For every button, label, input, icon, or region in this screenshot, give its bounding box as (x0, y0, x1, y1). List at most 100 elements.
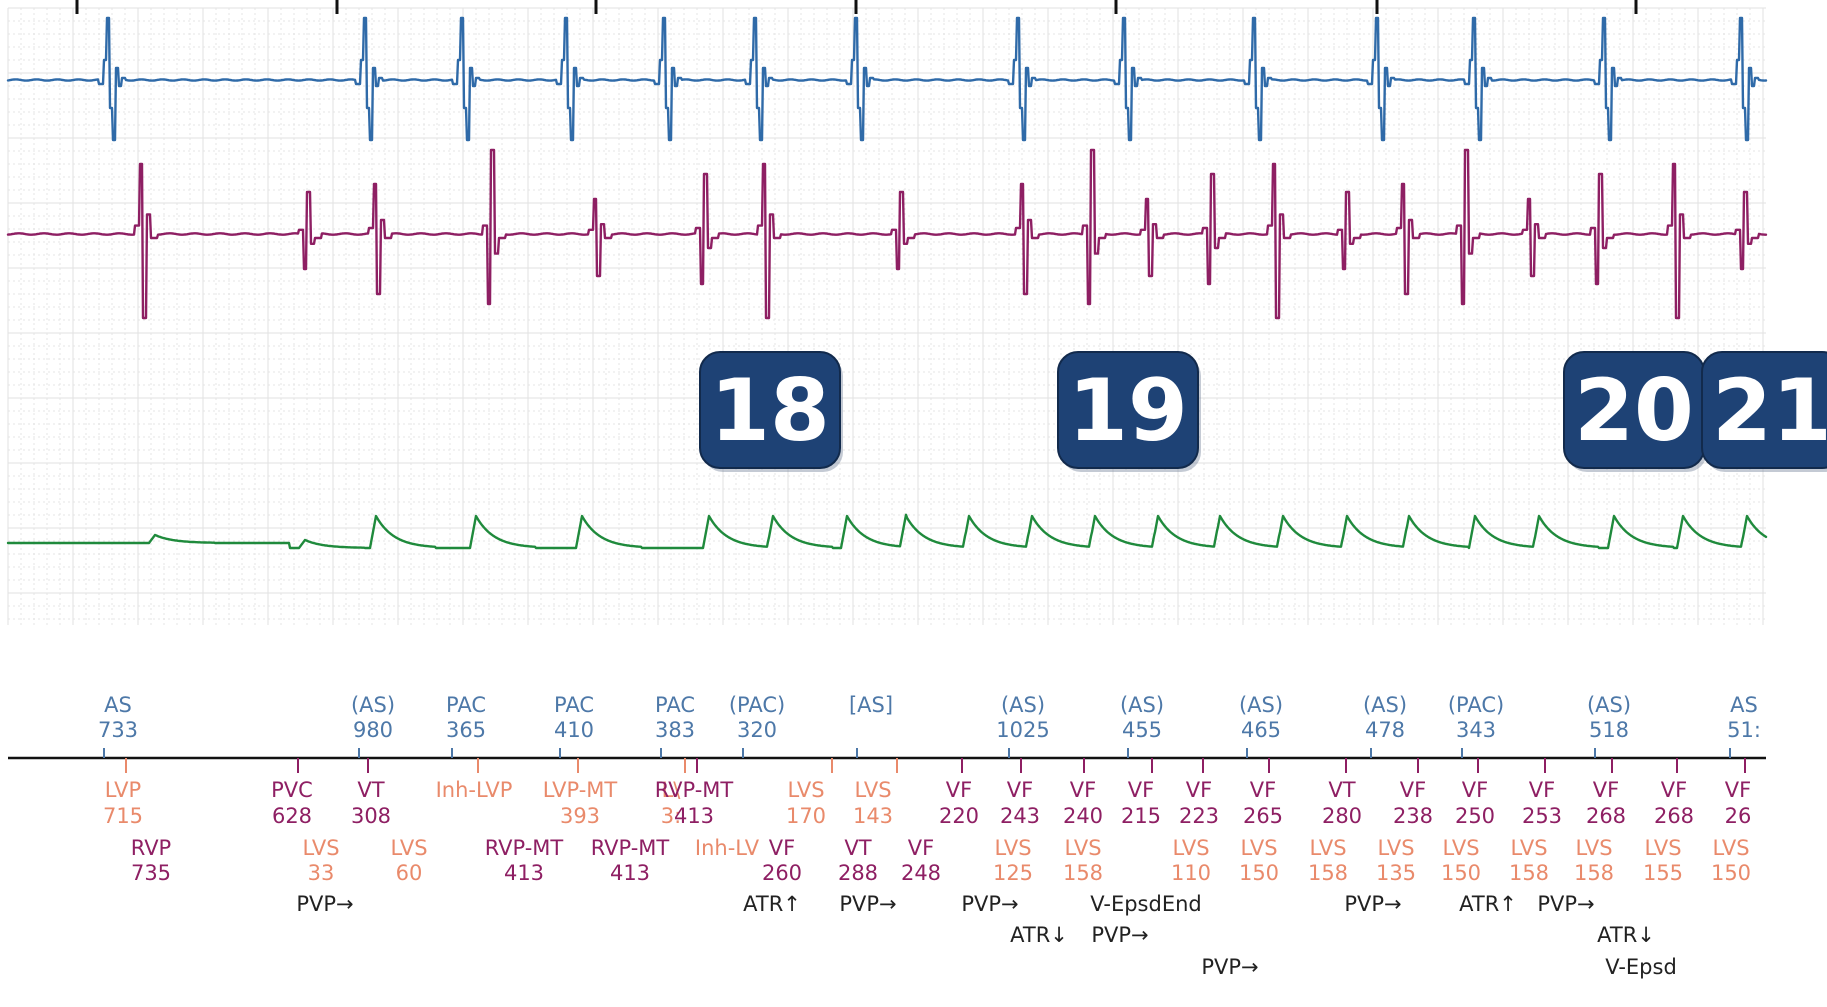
annotation-label: PVP→ (1344, 892, 1401, 916)
ventricular-marker-type: VF (1128, 778, 1154, 802)
secondary-marker-type: LVS (1644, 836, 1681, 860)
ventricular-marker-interval: 265 (1243, 804, 1283, 828)
atrial-marker-interval: 383 (655, 718, 695, 742)
ecg-grid (7, 7, 1766, 625)
secondary-marker-interval: 248 (901, 861, 941, 885)
ventricular-marker-type: VF (1462, 778, 1488, 802)
ventricular-marker-interval: 3: (661, 804, 681, 828)
atrial-marker-interval: 365 (446, 718, 486, 742)
atrial-marker-type: (AS) (351, 693, 395, 717)
secondary-marker-type: RVP-MT (591, 836, 670, 860)
event-badge-number: 21 (1712, 361, 1827, 461)
atrial-marker-interval: 980 (353, 718, 393, 742)
ventricular-marker-interval: 268 (1586, 804, 1626, 828)
ventricular-marker-interval: 143 (853, 804, 893, 828)
secondary-marker-type: RVP-MT (485, 836, 564, 860)
atrial-marker-interval: 1025 (996, 718, 1049, 742)
ventricular-marker-type: LVP (105, 778, 141, 802)
annotation-label: PVP→ (961, 892, 1018, 916)
ventricular-marker-type: VT (357, 778, 384, 802)
secondary-marker-type: LVS (1712, 836, 1749, 860)
ventricular-marker-interval: 250 (1455, 804, 1495, 828)
annotation-label: V-EpsdEnd (1090, 892, 1202, 916)
atrial-marker-interval: 733 (98, 718, 138, 742)
secondary-marker-interval: 33 (308, 861, 335, 885)
atrial-marker-interval: 51: (1727, 718, 1761, 742)
event-badge-number: 19 (1068, 361, 1188, 461)
ventricular-marker-type: VF (1725, 778, 1751, 802)
ventricular-marker-type: LVS (854, 778, 891, 802)
secondary-marker-type: RVP (131, 836, 171, 860)
secondary-marker-interval: 150 (1239, 861, 1279, 885)
ventricular-marker-interval: 170 (786, 804, 826, 828)
ventricular-marker-type: VF (1529, 778, 1555, 802)
ventricular-marker-type: LVP-MT (543, 778, 618, 802)
atrial-marker-type: (AS) (1587, 693, 1631, 717)
secondary-marker-type: LVS (1377, 836, 1414, 860)
atrial-marker-type: AS (104, 693, 132, 717)
secondary-marker-type: LVS (1172, 836, 1209, 860)
atrial-marker-interval: 478 (1365, 718, 1405, 742)
legm-trace (6, 148, 1768, 320)
secondary-marker-interval: 125 (993, 861, 1033, 885)
secondary-marker-type: LVS (994, 836, 1031, 860)
ventricular-marker-type: VT (1328, 778, 1355, 802)
event-badges: 18 19 20 21 (699, 351, 1827, 472)
ventricular-marker-type: PVC (271, 778, 313, 802)
atrial-marker-type: PAC (446, 693, 486, 717)
atrial-marker-type: (PAC) (729, 693, 785, 717)
secondary-marker-type: LVS (1064, 836, 1101, 860)
ventricular-marker-interval: 308 (351, 804, 391, 828)
annotation-label: PVP→ (1091, 923, 1148, 947)
ventricular-marker-interval: 238 (1393, 804, 1433, 828)
secondary-marker-interval: 110 (1171, 861, 1211, 885)
atrial-marker-interval: 455 (1122, 718, 1162, 742)
secondary-marker-interval: 60 (396, 861, 423, 885)
ventricular-marker-type: VF (1593, 778, 1619, 802)
secondary-marker-interval: 135 (1376, 861, 1416, 885)
ventricular-marker-type: L\ (662, 778, 682, 802)
ventricular-marker-type: Inh-LVP (436, 778, 513, 802)
ventricular-marker-interval: 268 (1654, 804, 1694, 828)
pressure-trace (6, 513, 1768, 550)
secondary-marker-interval: 158 (1308, 861, 1348, 885)
annotation-label: PVP→ (296, 892, 353, 916)
secondary-marker-interval: 158 (1509, 861, 1549, 885)
atrial-marker-interval: 410 (554, 718, 594, 742)
atrial-marker-type: (PAC) (1448, 693, 1504, 717)
secondary-marker-type: LVS (302, 836, 339, 860)
ventricular-marker-type: VF (946, 778, 972, 802)
secondary-marker-interval: 150 (1711, 861, 1751, 885)
annotation-label: V-Epsd (1605, 955, 1677, 979)
ventricular-marker-type: VF (1400, 778, 1426, 802)
time-scale-ticks (75, 0, 1638, 14)
annotation-label: ATR↓ (1010, 923, 1068, 947)
event-badge-18: 18 (699, 351, 843, 472)
annotation-label: ATR↓ (1597, 923, 1655, 947)
secondary-marker-interval: 150 (1441, 861, 1481, 885)
event-badge-number: 20 (1574, 361, 1694, 461)
atrial-marker-interval: 465 (1241, 718, 1281, 742)
atrial-marker-type: (AS) (1120, 693, 1164, 717)
secondary-marker-type: VT (844, 836, 871, 860)
secondary-marker-type: LVS (1575, 836, 1612, 860)
secondary-marker-interval: 158 (1063, 861, 1103, 885)
secondary-marker-type: Inh-LV (695, 836, 760, 860)
ventricular-marker-interval: 413 (674, 804, 714, 828)
atrial-marker-type: PAC (655, 693, 695, 717)
atrial-marker-interval: 320 (737, 718, 777, 742)
secondary-marker-interval: 288 (838, 861, 878, 885)
ventricular-marker-interval: 220 (939, 804, 979, 828)
secondary-marker-row: RVP735LVS33LVS60RVP-MT413RVP-MT413Inh-LV… (131, 836, 1751, 885)
secondary-marker-type: LVS (1510, 836, 1547, 860)
secondary-marker-interval: 155 (1643, 861, 1683, 885)
vegm-trace (6, 16, 1768, 142)
atrial-marker-type: (AS) (1239, 693, 1283, 717)
event-badge-21: 21 (1701, 351, 1827, 472)
ventricular-marker-type: VF (1661, 778, 1687, 802)
episode-annotations: PVP→ ATR↑ PVP→ PVP→ V-EpsdEnd PVP→ ATR↑ PVP→ATR… (296, 892, 1676, 979)
secondary-marker-interval: 735 (131, 861, 171, 885)
ventricular-marker-interval: 280 (1322, 804, 1362, 828)
secondary-marker-type: LVS (1309, 836, 1346, 860)
